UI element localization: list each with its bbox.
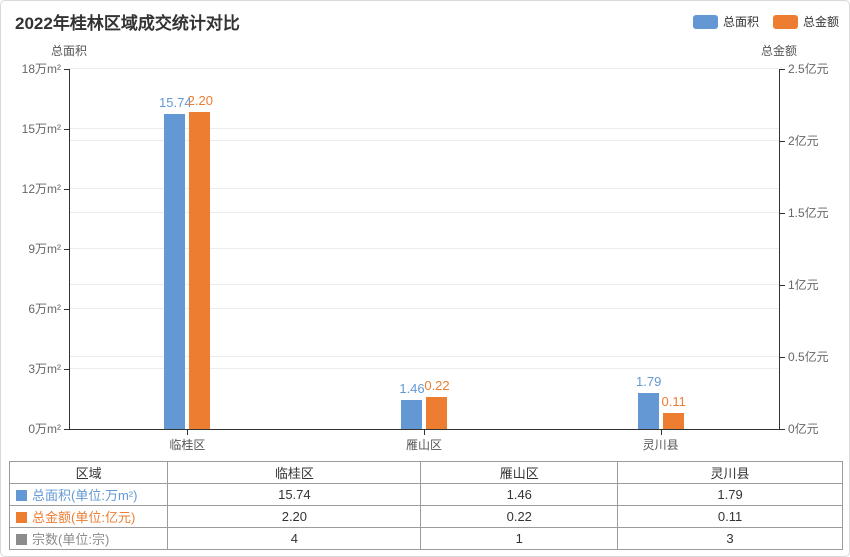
left-axis-tick-label: 9万m² — [28, 242, 61, 256]
table-value-cell: 0.11 — [617, 505, 843, 528]
right-axis-tick — [780, 357, 785, 358]
left-axis-tick — [64, 129, 69, 130]
table-value-cell: 4 — [167, 527, 422, 550]
table-value-cell: 3 — [617, 527, 843, 550]
row-label: 总面积(单位:万m²) — [32, 488, 138, 503]
left-axis-tick-label: 18万m² — [21, 62, 61, 76]
bar-value-label: 0.22 — [424, 378, 450, 394]
table-value-cell: 2.20 — [167, 505, 422, 528]
table-header-cell: 区域 — [8, 461, 169, 484]
table-row: 总金额(单位:亿元) 2.20 0.22 0.11 — [8, 505, 843, 528]
left-axis-tick — [64, 429, 69, 430]
right-axis-tick — [780, 141, 785, 142]
right-axis-tick — [780, 285, 785, 286]
legend-label: 总面积 — [722, 15, 759, 29]
x-axis-label: 临桂区 — [169, 438, 206, 452]
bar-value-label: 1.46 — [399, 380, 425, 396]
row-label: 总金额(单位:亿元) — [32, 510, 136, 525]
table-row: 宗数(单位:宗) 4 1 3 — [8, 527, 843, 550]
gridline — [69, 188, 779, 189]
legend-swatch-icon — [692, 14, 718, 29]
table-header-cell: 临桂区 — [167, 461, 422, 484]
table-header-row: 区域 临桂区 雁山区 灵川县 — [8, 461, 843, 484]
row-label: 宗数(单位:宗) — [32, 532, 110, 547]
table-header-cell: 灵川县 — [617, 461, 843, 484]
bar-value-label: 0.11 — [661, 394, 686, 410]
right-axis-tick — [780, 213, 785, 214]
table-value-cell: 1 — [420, 527, 619, 550]
table-header-cell: 雁山区 — [420, 461, 619, 484]
right-axis-title: 总金额 — [760, 44, 797, 58]
bar-总金额-灵川县[interactable] — [662, 413, 684, 429]
gridline — [69, 248, 779, 249]
right-axis-tick-label: 0.5亿元 — [788, 350, 829, 364]
x-axis — [69, 429, 780, 430]
x-axis-tick — [187, 430, 189, 435]
x-axis-tick — [660, 430, 662, 435]
left-axis-tick — [64, 69, 69, 70]
legend-label: 总金额 — [802, 15, 839, 29]
right-axis-tick-label: 2亿元 — [788, 134, 819, 148]
legend-swatch-icon — [772, 14, 798, 29]
right-axis-tick-label: 0亿元 — [788, 422, 819, 436]
table-value-cell: 0.22 — [420, 505, 619, 528]
bar-value-label: 2.20 — [187, 93, 213, 109]
right-axis-tick-label: 1亿元 — [788, 278, 819, 292]
gridline — [69, 140, 779, 141]
bar-总面积-灵川县[interactable] — [637, 393, 659, 429]
row-label-cell: 宗数(单位:宗) — [8, 527, 169, 550]
gridline — [69, 284, 779, 285]
bar-总面积-临桂区[interactable] — [164, 114, 186, 429]
right-axis-tick-label: 2.5亿元 — [788, 62, 829, 76]
bar-总金额-雁山区[interactable] — [426, 397, 447, 429]
left-axis-title: 总面积 — [50, 44, 87, 58]
legend-item-总金额[interactable]: 总金额 — [772, 13, 839, 30]
left-axis-tick — [64, 249, 69, 250]
gridline — [69, 128, 779, 129]
left-axis-tick-label: 0万m² — [28, 422, 61, 436]
gridline — [69, 356, 779, 357]
right-axis-tick — [780, 429, 785, 430]
left-axis-tick-label: 15万m² — [21, 122, 61, 136]
bar-value-label: 15.74 — [159, 95, 192, 111]
x-axis-label: 雁山区 — [405, 438, 442, 452]
bar-value-label: 1.79 — [636, 374, 662, 390]
series-swatch-icon — [16, 534, 27, 545]
left-axis-tick-label: 12万m² — [21, 182, 61, 196]
series-swatch-icon — [16, 512, 27, 523]
y-axis-right — [779, 69, 780, 429]
table-value-cell: 1.79 — [617, 483, 843, 506]
series-swatch-icon — [16, 490, 27, 501]
gridline — [69, 212, 779, 213]
gridline — [69, 308, 779, 309]
bar-总金额-临桂区[interactable] — [189, 112, 211, 429]
x-axis-label: 灵川县 — [642, 438, 679, 452]
left-axis-tick-label: 6万m² — [28, 302, 61, 316]
row-label-cell: 总面积(单位:万m²) — [8, 483, 169, 506]
right-axis-tick-label: 1.5亿元 — [788, 206, 829, 220]
gridline — [69, 368, 779, 369]
bar-总面积-雁山区[interactable] — [401, 399, 422, 429]
right-axis-tick — [780, 69, 785, 70]
y-axis-left — [69, 69, 70, 429]
left-axis-tick-label: 3万m² — [28, 362, 61, 376]
data-table: 区域 临桂区 雁山区 灵川县 总面积(单位:万m²) 15.74 1.46 1.79 总金额(单… — [8, 461, 843, 550]
table-value-cell: 1.46 — [420, 483, 619, 506]
page-title: 2022年桂林区域成交统计对比 — [15, 14, 240, 33]
left-axis-tick — [64, 189, 69, 190]
table-value-cell: 15.74 — [167, 483, 422, 506]
gridline — [69, 68, 779, 69]
left-axis-tick — [64, 309, 69, 310]
table-row: 总面积(单位:万m²) 15.74 1.46 1.79 — [8, 483, 843, 506]
legend-item-总面积[interactable]: 总面积 — [692, 13, 759, 30]
left-axis-tick — [64, 369, 69, 370]
x-axis-tick — [424, 430, 425, 435]
legend: 总面积 总金额 — [692, 13, 839, 30]
row-label-cell: 总金额(单位:亿元) — [8, 505, 169, 528]
